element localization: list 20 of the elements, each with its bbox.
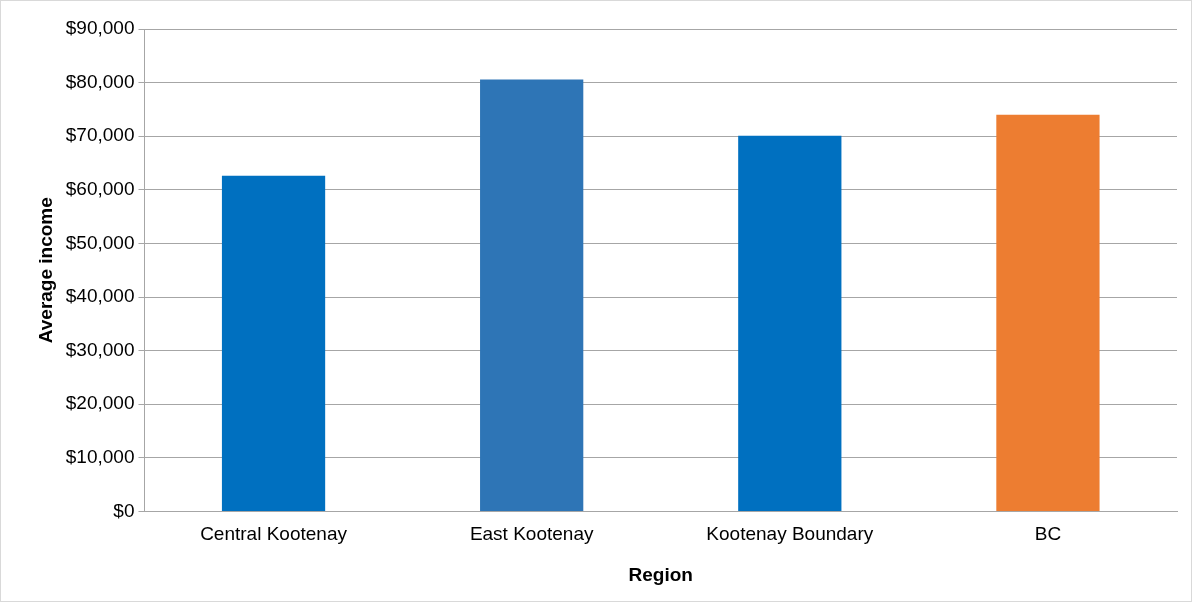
y-tick-label: $50,000 <box>65 231 135 253</box>
x-tick-label: Kootenay Boundary <box>706 523 874 545</box>
y-tick-label: $80,000 <box>65 70 135 92</box>
bar <box>738 135 842 511</box>
bar <box>221 175 326 511</box>
y-tick-label: $70,000 <box>65 124 135 146</box>
y-tick-label: $10,000 <box>65 446 135 468</box>
y-tick-label: $0 <box>113 499 135 521</box>
bar <box>480 79 584 511</box>
x-tick-label: BC <box>1034 523 1062 545</box>
y-tick-label: $60,000 <box>65 178 135 200</box>
x-tick-label: East Kootenay <box>469 523 594 545</box>
x-tick-label: Central Kootenay <box>200 523 348 545</box>
y-axis-title: Average income <box>34 197 56 344</box>
y-tick-label: $30,000 <box>65 338 135 360</box>
bar <box>996 114 1100 511</box>
y-tick-label: $20,000 <box>65 392 135 414</box>
y-tick-label: $40,000 <box>65 285 135 307</box>
x-axis-title: Region <box>628 563 693 585</box>
y-tick-label: $90,000 <box>65 17 135 39</box>
